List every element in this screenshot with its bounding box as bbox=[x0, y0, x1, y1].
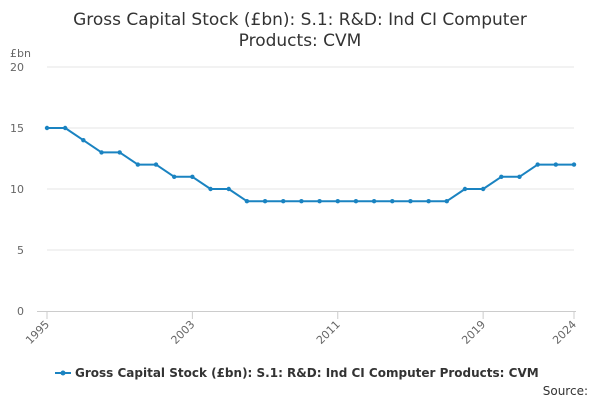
data-point[interactable] bbox=[81, 138, 86, 143]
data-point[interactable] bbox=[408, 199, 413, 204]
data-point[interactable] bbox=[208, 186, 213, 192]
data-point[interactable] bbox=[190, 174, 195, 179]
x-tick-label: 2024 bbox=[550, 318, 579, 347]
data-point[interactable] bbox=[44, 125, 50, 131]
data-point[interactable] bbox=[553, 162, 559, 167]
data-point[interactable] bbox=[444, 199, 449, 204]
data-point[interactable] bbox=[172, 174, 177, 179]
data-point[interactable] bbox=[226, 186, 231, 192]
x-tick-label: 2003 bbox=[169, 318, 198, 347]
y-tick-label: 10 bbox=[10, 183, 24, 196]
legend-dot-marker bbox=[60, 370, 66, 376]
legend[interactable]: Gross Capital Stock (£bn): S.1: R&D: Ind… bbox=[55, 366, 539, 380]
data-point[interactable] bbox=[117, 150, 122, 155]
legend-label: Gross Capital Stock (£bn): S.1: R&D: Ind… bbox=[75, 366, 539, 380]
chart-title-line-1: Gross Capital Stock (£bn): S.1: R&D: Ind… bbox=[73, 10, 527, 30]
data-point[interactable] bbox=[317, 199, 322, 204]
y-tick-label: 20 bbox=[10, 61, 24, 74]
data-point[interactable] bbox=[262, 199, 268, 204]
chart-title-line-2: Products: CVM bbox=[239, 31, 362, 51]
data-point[interactable] bbox=[426, 199, 431, 204]
y-axis-ticks: 0 5 10 15 20 bbox=[10, 61, 24, 318]
data-point[interactable] bbox=[281, 199, 286, 204]
data-point[interactable] bbox=[499, 174, 504, 179]
data-point[interactable] bbox=[353, 199, 359, 204]
series-group bbox=[44, 125, 577, 204]
data-point[interactable] bbox=[62, 125, 68, 131]
data-point[interactable] bbox=[371, 199, 377, 204]
source-label: Source: bbox=[543, 384, 588, 398]
data-point[interactable] bbox=[480, 186, 486, 192]
data-point[interactable] bbox=[335, 199, 340, 204]
data-point[interactable] bbox=[390, 199, 395, 204]
data-point[interactable] bbox=[299, 199, 304, 204]
data-point[interactable] bbox=[571, 162, 577, 167]
y-tick-label: 5 bbox=[17, 244, 24, 257]
chart-title: Gross Capital Stock (£bn): S.1: R&D: Ind… bbox=[73, 10, 527, 51]
data-point[interactable] bbox=[135, 162, 141, 167]
x-axis: 1995 2003 2011 2019 2024 bbox=[23, 311, 579, 347]
x-tick-label: 1995 bbox=[23, 318, 52, 347]
series-line[interactable] bbox=[47, 127, 574, 203]
y-tick-label: 15 bbox=[10, 122, 24, 135]
data-point[interactable] bbox=[462, 186, 468, 192]
grid-lines bbox=[47, 66, 574, 251]
x-tick-label: 2011 bbox=[314, 318, 343, 347]
data-point[interactable] bbox=[244, 199, 250, 204]
y-tick-label: 0 bbox=[17, 305, 24, 318]
data-point[interactable] bbox=[517, 174, 522, 179]
y-axis-label: £bn bbox=[10, 47, 31, 60]
data-point[interactable] bbox=[535, 162, 540, 167]
data-point[interactable] bbox=[99, 150, 104, 155]
data-point[interactable] bbox=[153, 162, 159, 167]
x-tick-label: 2019 bbox=[459, 318, 488, 347]
